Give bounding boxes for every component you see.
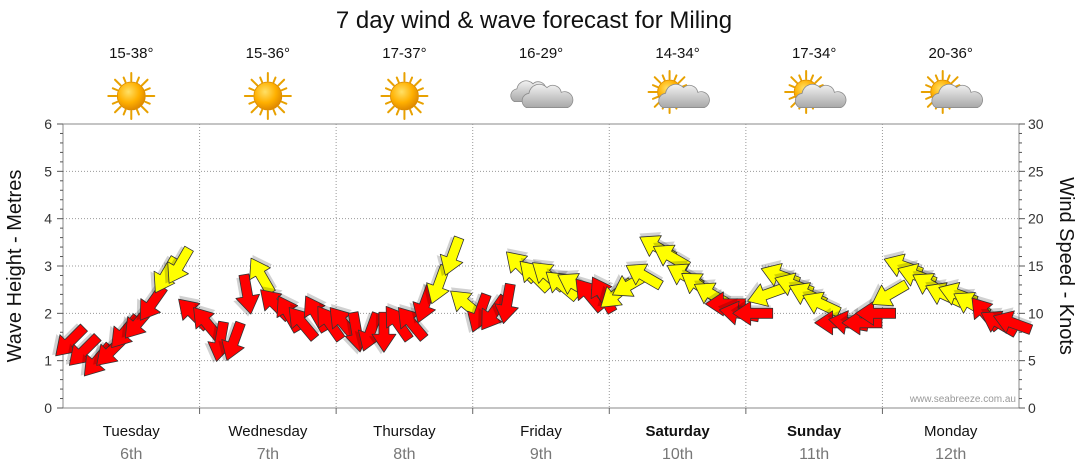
day-temperature: 14-34° [655, 45, 699, 62]
partly-cloudy-icon [784, 70, 847, 114]
wind-arrow [491, 282, 519, 326]
wind-arrow [744, 280, 788, 307]
wind-arrow [354, 311, 383, 352]
right-axis-label: Wind Speed - Knots [1055, 177, 1077, 355]
wind-arrow [233, 273, 260, 317]
left-tick-label: 2 [44, 305, 52, 321]
wind-arrow [164, 245, 194, 284]
wind-arrow [423, 264, 451, 305]
day-name: Thursday [373, 423, 436, 440]
day-name: Friday [520, 423, 562, 440]
right-tick-label: 25 [1028, 163, 1044, 179]
cloudy-icon [510, 80, 574, 108]
right-tick-label: 10 [1028, 305, 1044, 321]
day-temperature: 17-34° [792, 45, 836, 62]
day-name: Sunday [787, 423, 842, 440]
wind-arrow [868, 278, 910, 307]
wind-arrow [249, 254, 277, 296]
right-axis: 0 5 10 15 20 25 30 [1019, 116, 1044, 416]
wind-arrow [288, 304, 320, 342]
wind-arrow [992, 307, 1034, 335]
day-temperature: 15-38° [109, 45, 153, 62]
wind-arrow [802, 288, 842, 318]
day-date: 9th [530, 446, 552, 463]
day-date: 12th [935, 446, 966, 463]
right-tick-label: 20 [1028, 211, 1044, 227]
wind-arrow [398, 304, 429, 342]
partly-cloudy-icon [920, 70, 983, 114]
sunny-icon [243, 72, 292, 120]
sunny-icon [107, 72, 156, 120]
right-tick-label: 15 [1028, 258, 1044, 274]
day-name: Monday [924, 423, 978, 440]
day-date: 8th [393, 446, 415, 463]
weather-row: 15-38° 15-36° 17-37° 16-29° 14-34° 17-34° 20-3… [107, 45, 983, 120]
left-tick-label: 5 [44, 163, 52, 179]
right-tick-label: 30 [1028, 116, 1044, 132]
sunny-icon [380, 72, 429, 120]
wind-arrow [218, 320, 246, 362]
day-temperature: 17-37° [382, 45, 426, 62]
day-name: Saturday [645, 423, 710, 440]
wind-arrow [368, 311, 397, 355]
day-labels: Tuesday 6th Wednesday 7th Thursday 8th Friday 9… [103, 423, 978, 463]
left-tick-label: 0 [44, 400, 52, 416]
day-temperature: 16-29° [519, 45, 563, 62]
left-tick-label: 4 [44, 211, 52, 227]
wind-arrow [730, 298, 774, 326]
day-date: 7th [257, 446, 279, 463]
day-name: Wednesday [228, 423, 307, 440]
day-temperature: 20-36° [929, 45, 973, 62]
chart-title: 7 day wind & wave forecast for Miling [336, 7, 732, 34]
wind-arrow [853, 298, 896, 326]
left-tick-label: 1 [44, 353, 52, 369]
right-tick-label: 5 [1028, 353, 1036, 369]
day-date: 6th [120, 446, 142, 463]
wind-arrow [625, 260, 664, 291]
left-axis: 0 1 2 3 4 5 6 [44, 116, 63, 416]
credit-text: www.seabreeze.com.au [909, 394, 1016, 405]
left-axis-label: Wave Height - Metres [4, 170, 26, 363]
wind-arrows [52, 232, 1034, 377]
day-temperature: 15-36° [246, 45, 290, 62]
day-date: 11th [799, 446, 829, 463]
day-date: 10th [662, 446, 693, 463]
partly-cloudy-icon [647, 70, 710, 114]
right-tick-label: 0 [1028, 400, 1036, 416]
day-name: Tuesday [103, 423, 160, 440]
left-tick-label: 3 [44, 258, 52, 274]
left-tick-label: 6 [44, 116, 52, 132]
wind-arrow [436, 235, 465, 277]
